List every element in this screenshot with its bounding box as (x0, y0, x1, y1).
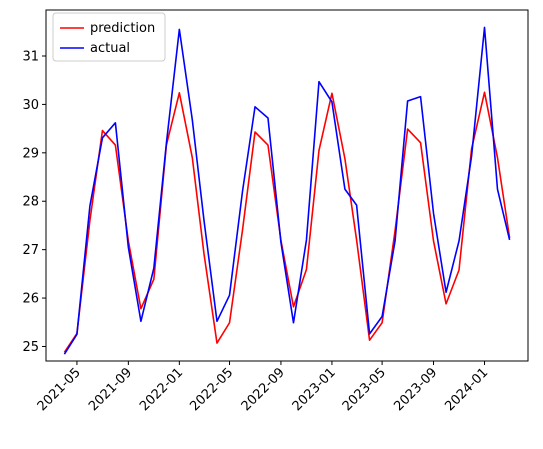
x-tick-label: 2023-05 (340, 365, 389, 414)
y-tick-label: 25 (22, 340, 39, 355)
y-axis: 25 26 27 28 29 30 31 (22, 49, 46, 355)
y-tick-label: 30 (22, 98, 39, 113)
x-tick-label: 2022-05 (187, 365, 236, 414)
legend-label-prediction: prediction (90, 21, 155, 36)
y-tick-label: 26 (22, 292, 39, 307)
plot-area (46, 10, 528, 361)
legend: prediction actual (52, 12, 166, 62)
x-tick-label: 2023-09 (391, 365, 440, 414)
legend-label-actual: actual (90, 41, 130, 56)
y-tick-label: 27 (22, 243, 39, 258)
y-tick-label: 31 (22, 49, 39, 64)
x-tick-label: 2021-09 (86, 365, 135, 414)
plot-frame (45, 9, 529, 362)
series-layer (63, 26, 511, 355)
x-tick-label: 2024-01 (442, 365, 491, 414)
legend-box (52, 12, 166, 62)
x-tick-label: 2023-01 (290, 365, 339, 414)
x-tick-label: 2021-05 (35, 365, 84, 414)
series-line-actual (63, 26, 511, 355)
series-line-prediction (63, 91, 511, 353)
x-tick-label: 2022-09 (239, 365, 288, 414)
x-tick-label: 2022-01 (137, 365, 186, 414)
x-axis: 2021-05 2021-09 2022-01 2022-05 2022-09 2023-… (35, 361, 491, 414)
y-tick-label: 28 (22, 195, 39, 210)
y-tick-label: 29 (22, 146, 39, 161)
